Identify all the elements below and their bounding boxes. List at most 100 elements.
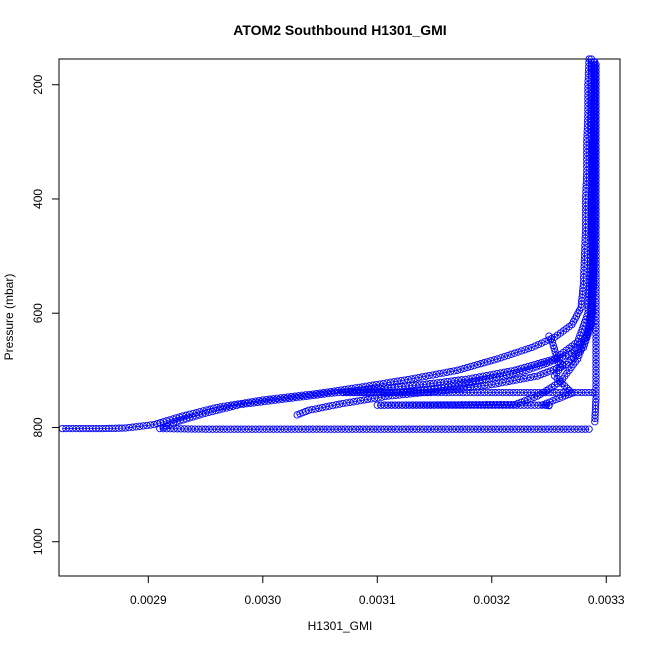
data-point — [525, 365, 534, 373]
data-point — [176, 417, 184, 425]
data-point — [536, 362, 544, 370]
data-point — [317, 390, 325, 399]
data-point — [380, 401, 389, 409]
data-point — [581, 227, 590, 235]
data-point — [592, 106, 600, 114]
data-point — [470, 388, 478, 397]
data-point — [531, 342, 539, 350]
data-point — [466, 425, 474, 433]
data-point — [516, 425, 525, 433]
data-point — [592, 370, 600, 378]
data-point — [430, 384, 439, 393]
data-point — [552, 355, 560, 364]
data-point — [450, 367, 458, 375]
data-point — [405, 388, 414, 397]
data-point — [266, 425, 274, 433]
data-point — [411, 374, 419, 382]
data-point — [294, 425, 303, 433]
data-point — [470, 383, 478, 391]
data-point — [327, 425, 335, 433]
data-point — [592, 181, 600, 189]
data-point — [592, 355, 600, 364]
data-point — [549, 425, 557, 433]
data-point — [519, 375, 528, 383]
data-point — [592, 363, 600, 371]
data-point — [342, 399, 351, 407]
data-point — [245, 398, 253, 406]
data-point — [592, 68, 600, 76]
data-point — [339, 399, 347, 408]
data-point — [125, 423, 133, 432]
data-point — [448, 388, 457, 397]
data-point — [136, 422, 144, 430]
data-point — [592, 134, 600, 142]
data-point — [555, 394, 563, 402]
data-point — [592, 302, 600, 310]
data-point — [583, 152, 591, 160]
data-point — [185, 414, 194, 422]
data-point — [356, 388, 364, 397]
data-point — [592, 71, 600, 79]
data-point — [459, 401, 467, 409]
data-point — [523, 374, 531, 382]
data-point — [438, 425, 446, 433]
data-point — [252, 397, 260, 405]
data-point — [592, 284, 600, 292]
data-point — [251, 425, 260, 433]
data-point — [592, 252, 600, 260]
data-point — [552, 351, 560, 359]
data-point — [529, 364, 537, 372]
data-point — [592, 291, 600, 300]
data-point — [420, 401, 428, 409]
data-point — [592, 206, 600, 214]
data-point — [592, 295, 600, 303]
data-point — [534, 340, 543, 349]
data-point — [592, 156, 600, 164]
data-point — [539, 360, 547, 369]
data-point — [418, 373, 426, 381]
data-point — [473, 425, 482, 433]
data-point — [226, 425, 235, 433]
data-point — [315, 404, 323, 412]
data-point — [284, 425, 292, 433]
data-point — [592, 341, 600, 349]
data-point — [526, 373, 535, 382]
data-point — [179, 416, 187, 424]
data-point — [520, 425, 528, 433]
data-point — [592, 195, 600, 203]
data-point — [592, 305, 600, 314]
data-point — [495, 401, 503, 409]
data-point — [582, 220, 590, 228]
data-point — [581, 231, 590, 239]
data-point — [331, 389, 339, 397]
y-tick-label: 200 — [31, 74, 45, 94]
data-point — [585, 425, 593, 433]
data-point — [539, 400, 547, 409]
data-point — [427, 401, 435, 409]
data-point — [445, 401, 453, 409]
data-point — [402, 388, 410, 397]
data-point — [592, 384, 600, 392]
data-point — [223, 425, 231, 433]
data-point — [289, 394, 297, 402]
data-point — [523, 401, 532, 409]
data-point — [592, 148, 600, 157]
data-point — [257, 398, 265, 406]
data-point — [592, 330, 600, 339]
chart-title: ATOM2 Southbound H1301_GMI — [233, 22, 446, 38]
x-tick-label: 0.0030 — [244, 593, 281, 607]
data-point — [359, 425, 367, 433]
data-point — [346, 398, 354, 406]
data-point — [516, 388, 525, 397]
data-point — [259, 425, 267, 433]
data-point — [439, 369, 447, 377]
data-point — [248, 398, 256, 406]
data-point — [509, 377, 517, 385]
data-point — [548, 338, 556, 346]
data-point — [545, 425, 553, 433]
data-point — [502, 401, 510, 409]
data-point — [384, 388, 392, 397]
data-point — [592, 241, 600, 250]
data-point — [568, 349, 576, 357]
data-point — [324, 389, 332, 398]
